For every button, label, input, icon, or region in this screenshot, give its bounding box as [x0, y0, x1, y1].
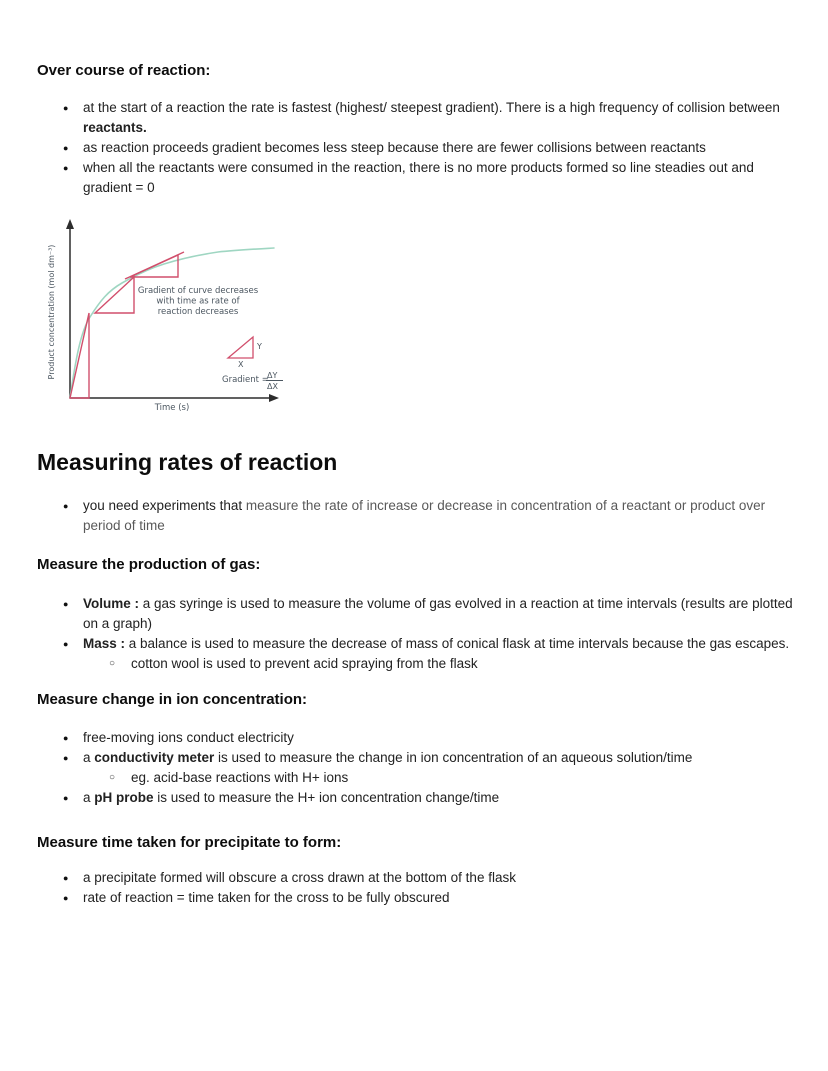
sub-list-item: ○ eg. acid-base reactions with H+ ions — [37, 768, 795, 788]
section-heading-precipitate: Measure time taken for precipitate to fo… — [37, 834, 342, 851]
y-axis-arrow-icon — [66, 219, 74, 229]
page-title: Measuring rates of reaction — [37, 449, 338, 475]
bullet-text: a precipitate formed will obscure a cros… — [83, 870, 516, 885]
bullet-text: a balance is used to measure the decreas… — [125, 636, 790, 651]
bullet-text-bold: Mass : — [83, 636, 126, 651]
bullet-text: a — [83, 790, 95, 805]
bullet-text-bold: pH probe — [94, 790, 154, 805]
concentration-curve — [69, 247, 275, 399]
bullet-dot-icon: ● — [63, 873, 69, 883]
y-axis-label: Product concentration (mol dm⁻³) — [47, 245, 56, 380]
key-x-label: X — [238, 360, 244, 369]
list-item: ● as reaction proceeds gradient becomes … — [37, 138, 795, 158]
measuring-bullet-list: ● you need experiments that measure the … — [37, 496, 795, 536]
bullet-text: a — [83, 750, 95, 765]
rate-graph-svg: Gradient of curve decreases with time as… — [47, 219, 283, 413]
x-axis-arrow-icon — [269, 394, 279, 402]
bullet-text-bold: conductivity meter — [94, 750, 215, 765]
bullet-dot-icon: ● — [63, 501, 69, 511]
bullet-text: a gas syringe is used to measure the vol… — [83, 596, 793, 631]
bullet-dot-icon: ● — [63, 793, 69, 803]
bullet-text-gray: measure the rate of increase or decrease… — [83, 498, 766, 533]
bullet-text: is used to measure the H+ ion concentrat… — [153, 790, 500, 805]
sub-list-item: ○ cotton wool is used to prevent acid sp… — [37, 654, 795, 674]
bullet-dot-icon: ● — [63, 163, 69, 173]
bullet-text: cotton wool is used to prevent acid spra… — [131, 656, 478, 671]
gradient-formula-denominator: ΔX — [267, 382, 278, 391]
precipitate-bullet-list: ● a precipitate formed will obscure a cr… — [37, 868, 795, 908]
gas-bullet-list: ● Volume : a gas syringe is used to meas… — [37, 594, 795, 674]
list-item: ● free-moving ions conduct electricity — [37, 728, 795, 748]
bullet-text: at the start of a reaction the rate is f… — [83, 100, 780, 115]
list-item: ● you need experiments that measure the … — [37, 496, 795, 536]
annotation-line-1: Gradient of curve decreases — [138, 286, 259, 296]
gradient-triangle-2 — [93, 275, 135, 314]
list-item: ● Mass : a balance is used to measure th… — [37, 634, 795, 654]
bullet-text: as reaction proceeds gradient becomes le… — [83, 140, 706, 155]
x-axis-label: Time (s) — [154, 403, 190, 413]
bullet-text: free-moving ions conduct electricity — [83, 730, 294, 745]
bullet-dot-icon: ● — [63, 599, 69, 609]
list-item: ● at the start of a reaction the rate is… — [37, 98, 795, 138]
ion-bullet-list: ● free-moving ions conduct electricity ●… — [37, 728, 795, 808]
list-item: ● a conductivity meter is used to measur… — [37, 748, 795, 768]
bullet-text: rate of reaction = time taken for the cr… — [83, 890, 450, 905]
bullet-text: eg. acid-base reactions with H+ ions — [131, 770, 349, 785]
bullet-dot-icon: ● — [63, 733, 69, 743]
section-heading-over-course: Over course of reaction: — [37, 62, 211, 79]
bullet-text: is used to measure the change in ion con… — [214, 750, 693, 765]
bullet-dot-icon: ● — [63, 639, 69, 649]
gradient-formula-numerator: ΔY — [267, 371, 277, 380]
annotation-line-3: reaction decreases — [158, 307, 239, 317]
gradient-formula-label: Gradient = — [222, 375, 269, 385]
bullet-dot-icon: ● — [63, 143, 69, 153]
list-item: ● Volume : a gas syringe is used to meas… — [37, 594, 795, 634]
list-item: ● a precipitate formed will obscure a cr… — [37, 868, 795, 888]
bullet-dot-icon: ● — [63, 103, 69, 113]
bullet-dot-icon: ● — [63, 753, 69, 763]
bullet-text-bold: reactants. — [83, 120, 147, 135]
bullet-text: you need experiments that — [83, 498, 246, 513]
rate-graph-figure: Gradient of curve decreases with time as… — [40, 215, 290, 415]
section-heading-ion: Measure change in ion concentration: — [37, 691, 308, 708]
key-y-label: Y — [256, 342, 262, 351]
gradient-triangle-1 — [69, 312, 90, 399]
document-content: Over course of reaction: ● at the start … — [37, 62, 795, 908]
list-item: ● when all the reactants were consumed i… — [37, 158, 795, 198]
section-heading-gas: Measure the production of gas: — [37, 556, 261, 573]
bullet-text: when all the reactants were consumed in … — [83, 160, 754, 195]
key-triangle — [226, 335, 254, 359]
bullet-text-bold: Volume : — [83, 596, 140, 611]
bullet-dot-icon: ● — [63, 893, 69, 903]
hollow-bullet-icon: ○ — [109, 772, 116, 783]
gradient-tangent-overshoot — [124, 251, 185, 280]
hollow-bullet-icon: ○ — [109, 658, 116, 669]
over-course-bullet-list: ● at the start of a reaction the rate is… — [37, 98, 795, 198]
annotation-line-2: with time as rate of — [156, 297, 240, 307]
list-item: ● a pH probe is used to measure the H+ i… — [37, 788, 795, 808]
list-item: ● rate of reaction = time taken for the … — [37, 888, 795, 908]
